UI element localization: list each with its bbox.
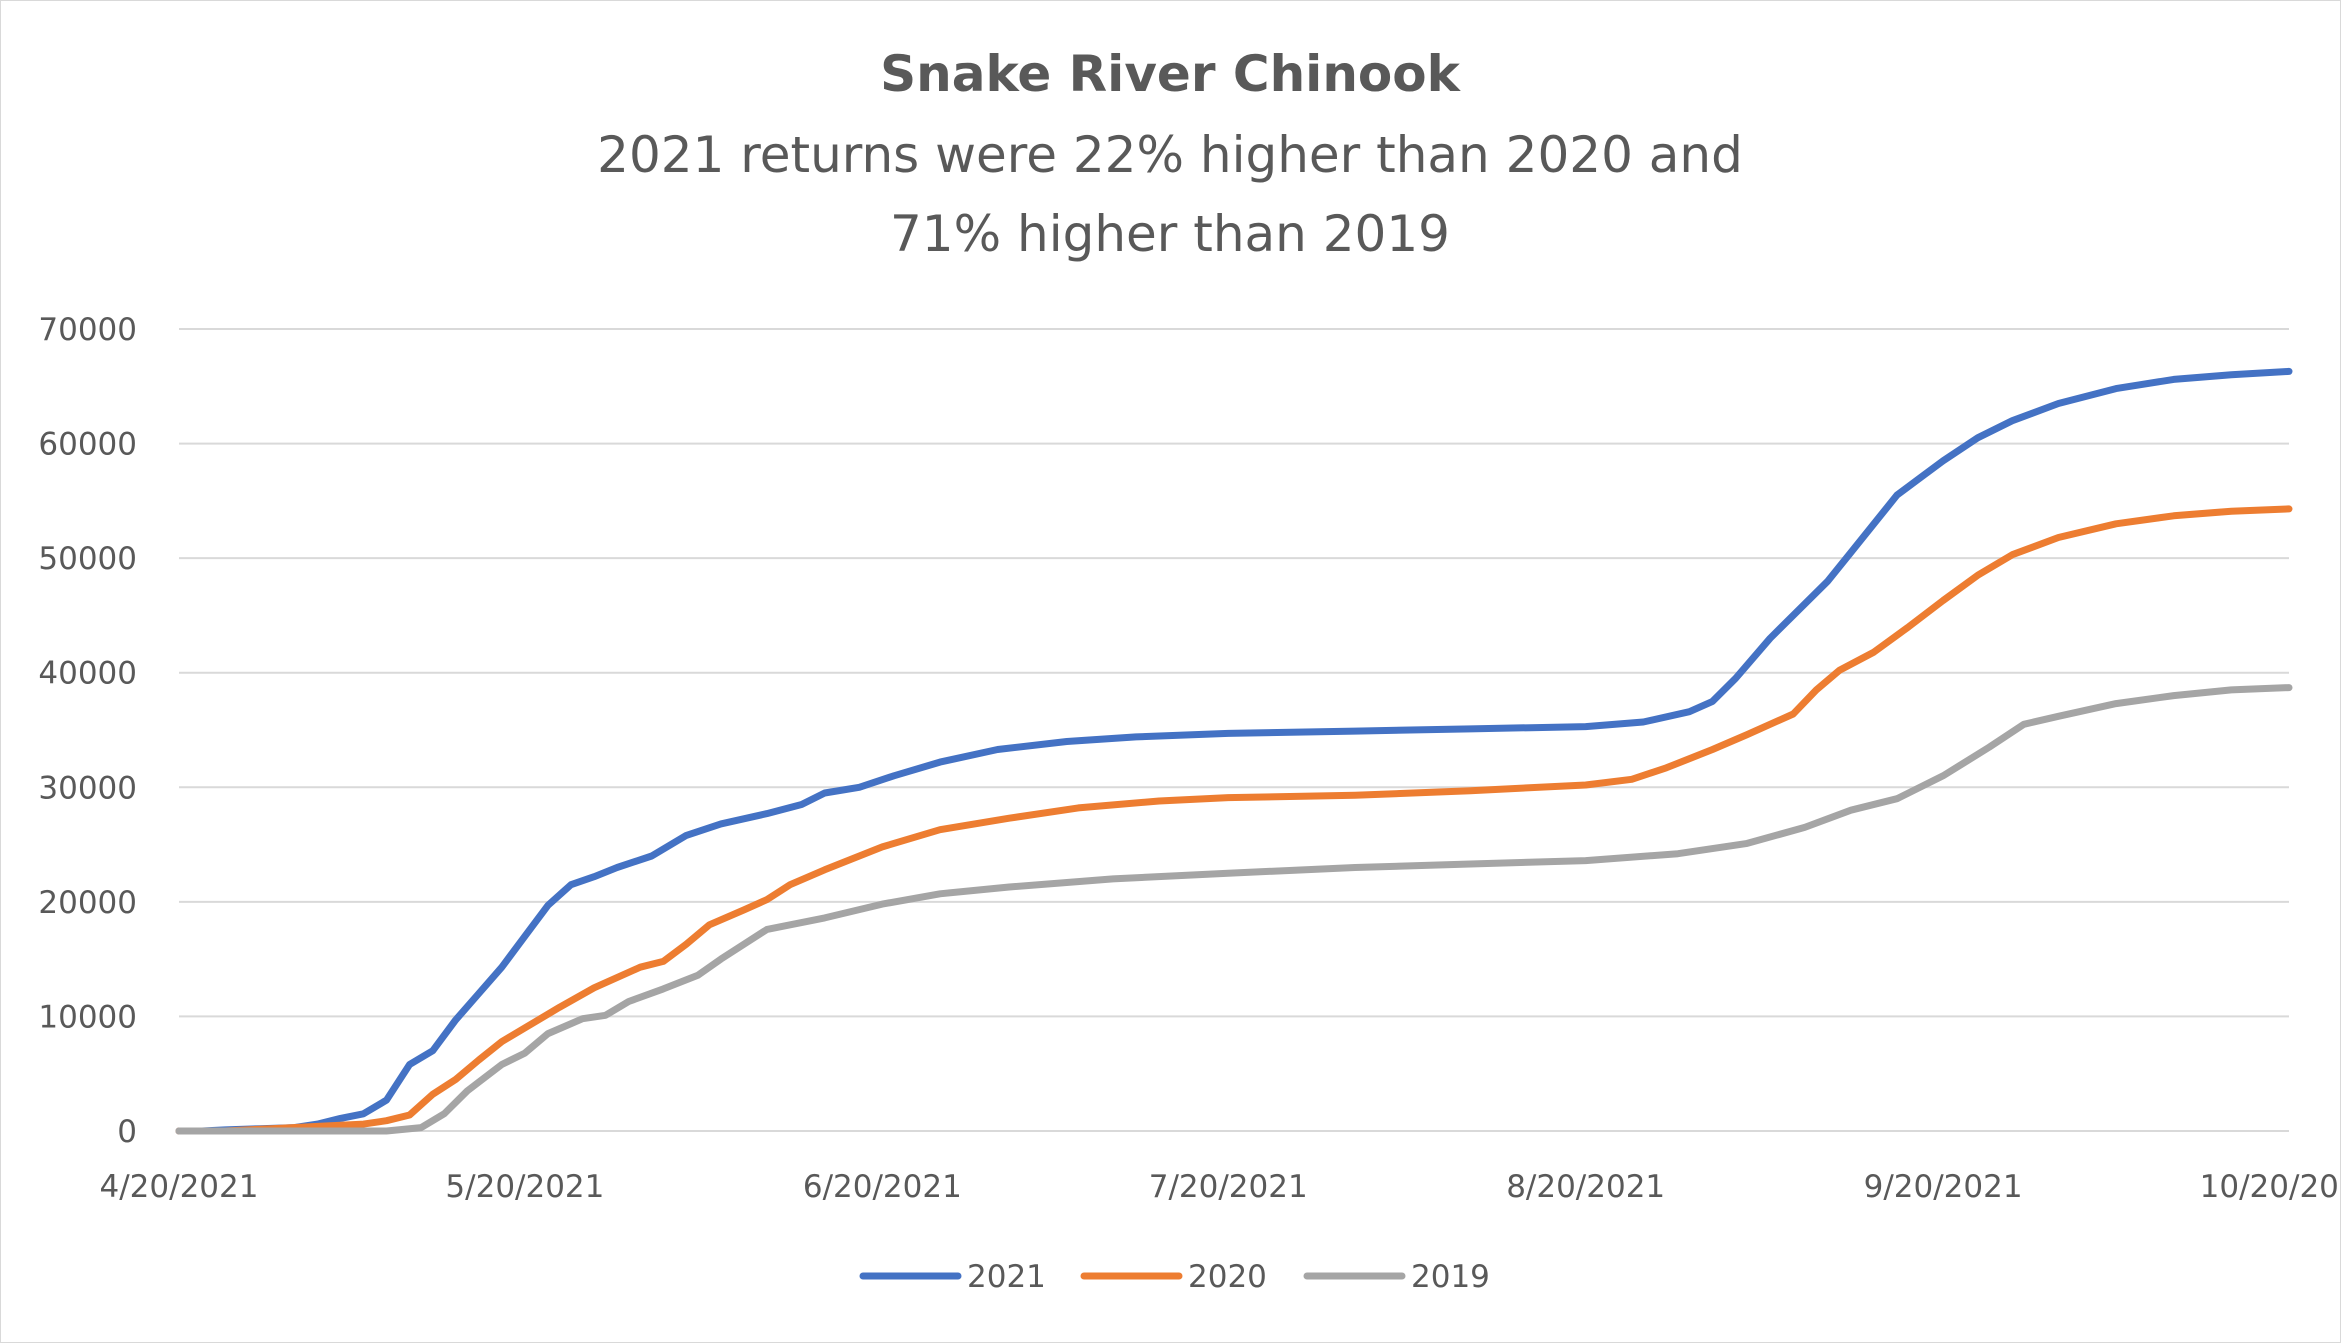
x-tick-label: 10/20/2021	[2200, 1169, 2340, 1205]
y-tick-label: 30000	[38, 770, 137, 806]
chart-title: Snake River Chinook	[880, 45, 1462, 103]
x-axis-ticks: 4/20/2021 5/20/2021 6/20/2021 7/20/2021 8/20…	[100, 1169, 2340, 1205]
plot-series	[175, 367, 2293, 1135]
x-tick-label: 5/20/2021	[445, 1169, 604, 1205]
y-tick-label: 60000	[38, 427, 137, 463]
y-tick-label: 20000	[38, 885, 137, 921]
x-tick-label: 7/20/2021	[1149, 1169, 1308, 1205]
y-tick-label: 0	[117, 1114, 137, 1150]
y-tick-label: 10000	[38, 999, 137, 1035]
y-tick-label: 70000	[38, 312, 137, 348]
series-line-2021	[175, 367, 2293, 1135]
x-tick-label: 4/20/2021	[100, 1169, 259, 1205]
series-line-2020	[175, 505, 2293, 1135]
chart-subtitle-line-1: 2021 returns were 22% higher than 2020 a…	[597, 126, 1743, 184]
x-tick-label: 9/20/2021	[1864, 1169, 2023, 1205]
y-axis-ticks: 0 10000 20000 30000 40000 50000 60000 70000	[38, 312, 137, 1150]
series-line-2019	[175, 684, 2293, 1135]
x-tick-label: 8/20/2021	[1506, 1169, 1665, 1205]
y-tick-label: 40000	[38, 656, 137, 692]
gridlines	[179, 328, 2289, 1132]
legend-label-2020: 2020	[1188, 1259, 1267, 1295]
chart-subtitle-line-2: 71% higher than 2019	[890, 205, 1450, 263]
legend-label-2019: 2019	[1411, 1259, 1490, 1295]
x-tick-label: 6/20/2021	[803, 1169, 962, 1205]
legend-label-2021: 2021	[967, 1259, 1046, 1295]
y-tick-label: 50000	[38, 541, 137, 577]
legend: 2021 2020 2019	[859, 1259, 1490, 1295]
